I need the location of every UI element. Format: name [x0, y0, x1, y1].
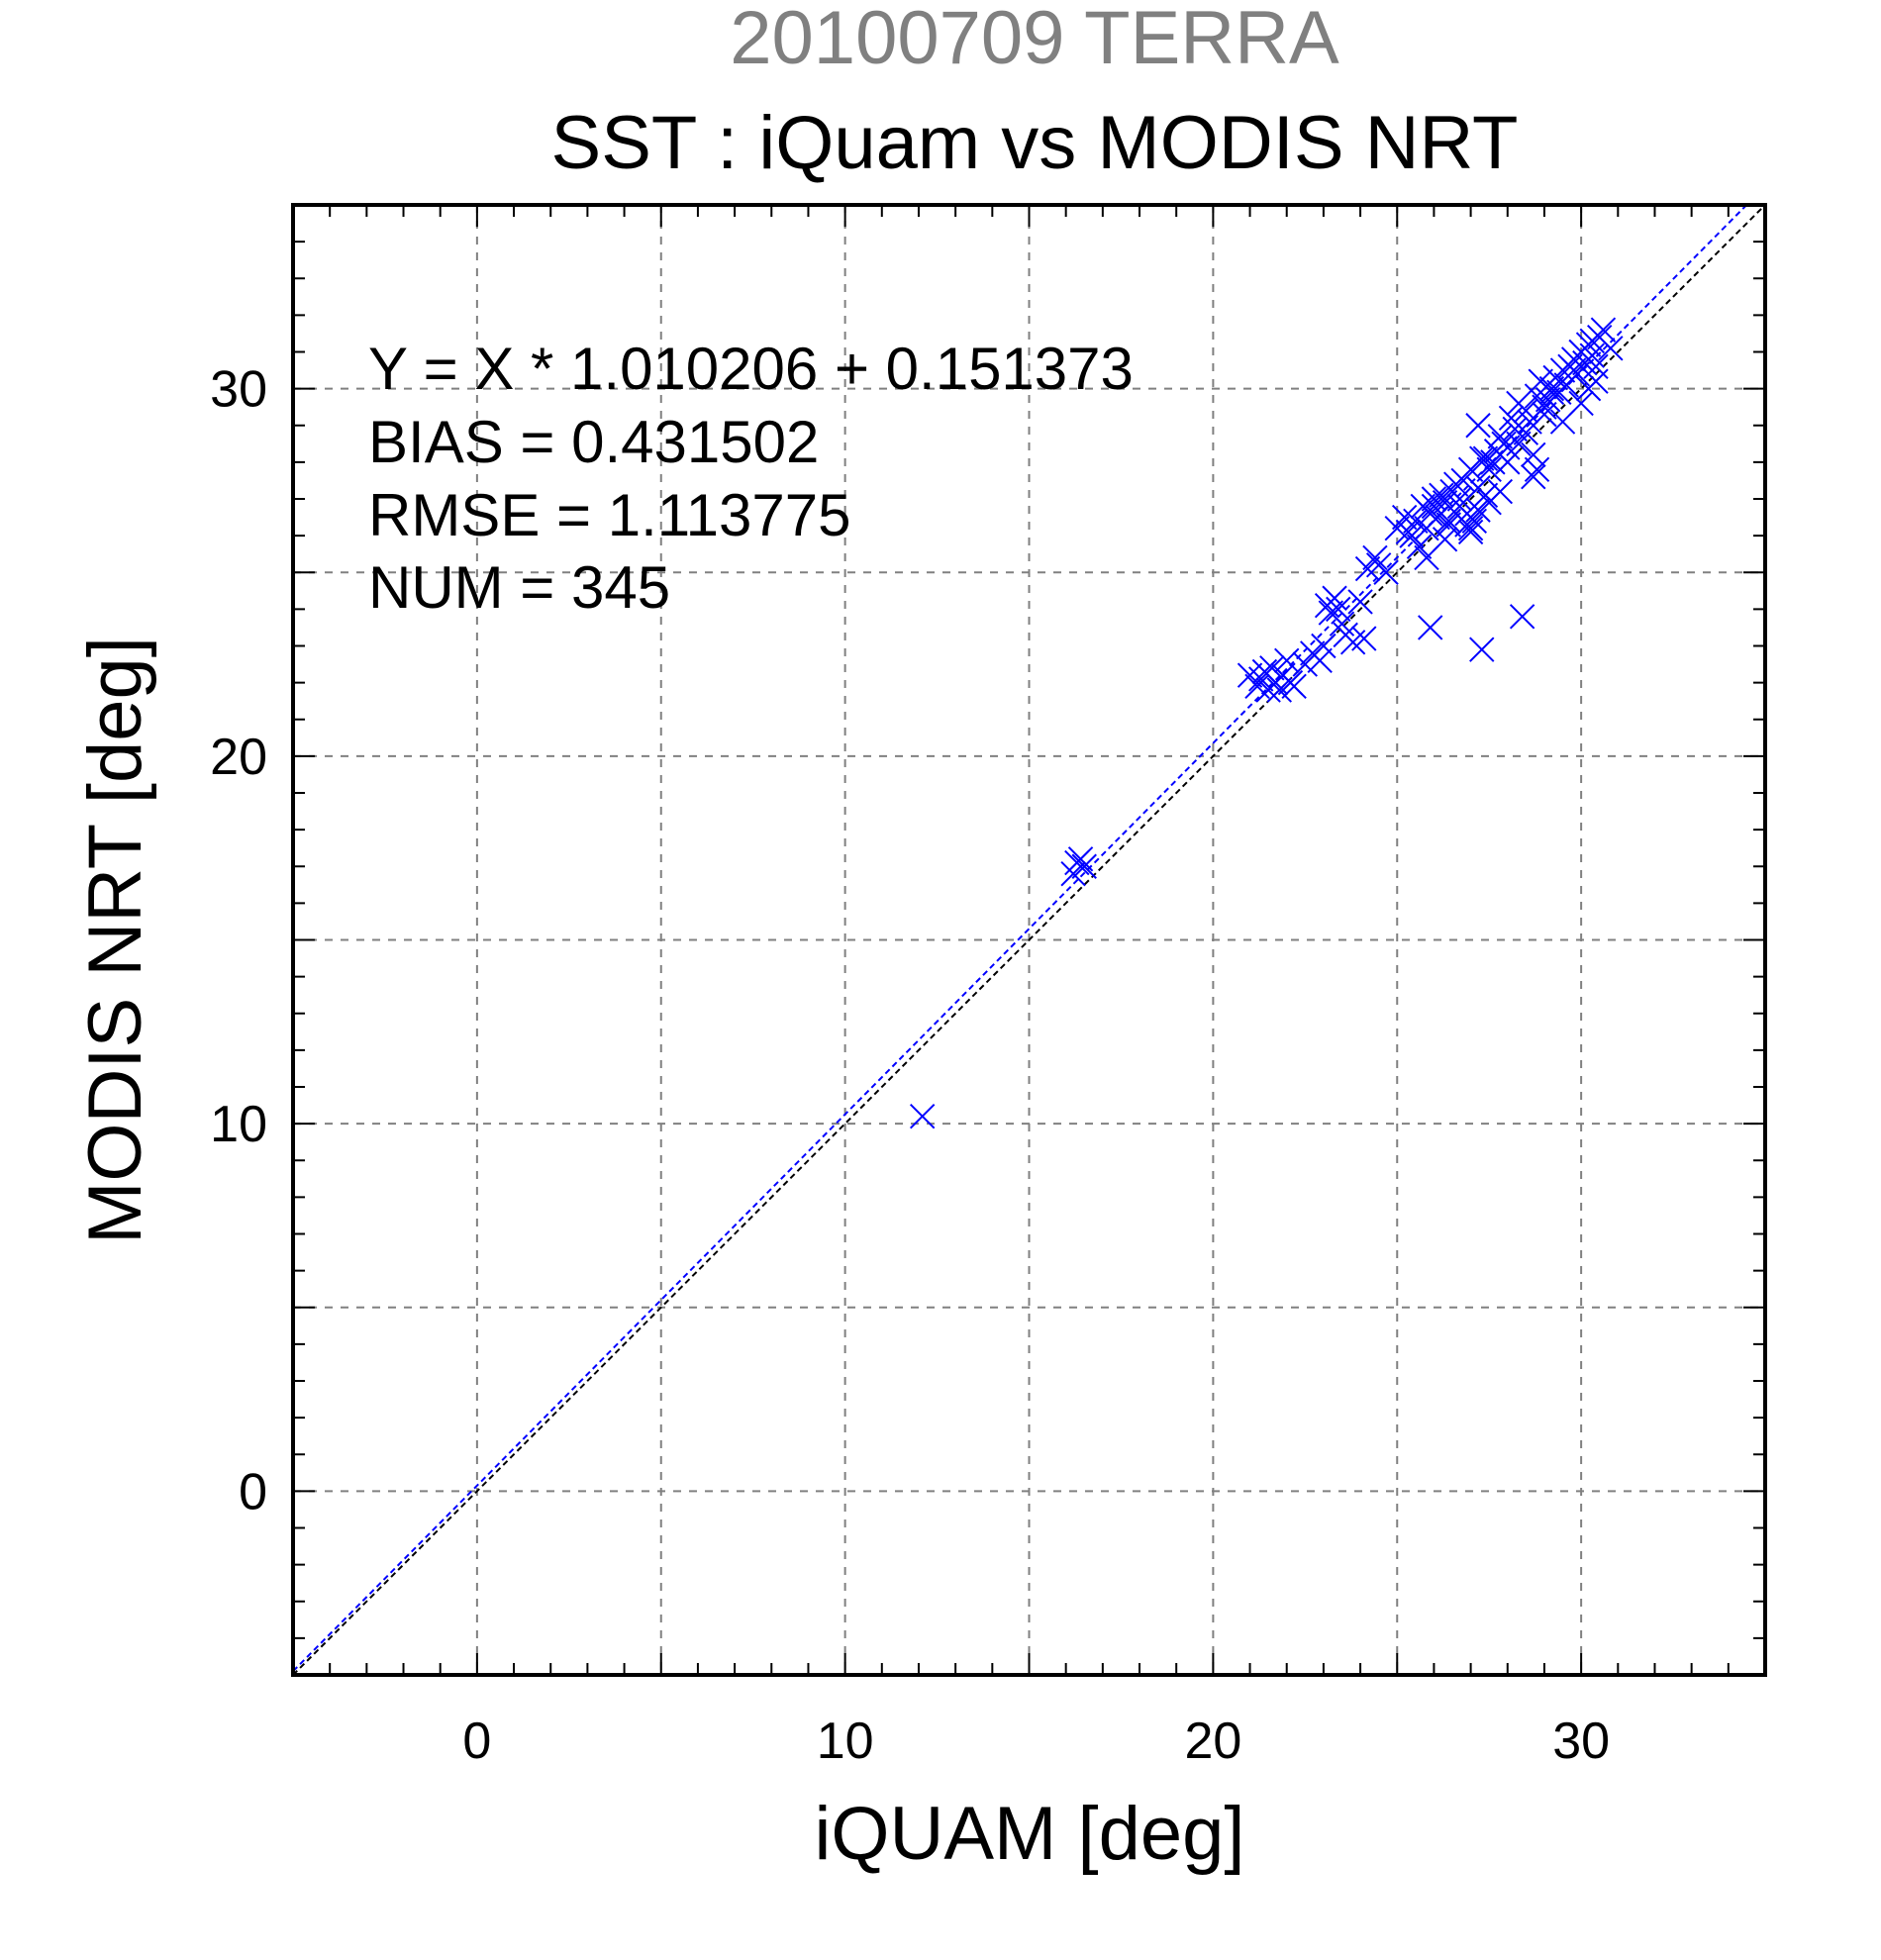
data-points [909, 317, 1624, 1129]
fit-equation: Y = X * 1.010206 + 0.151373 [368, 336, 1134, 402]
y-axis-label: MODIS NRT [deg] [73, 637, 157, 1244]
data-point [1373, 559, 1399, 585]
data-point [1472, 445, 1499, 471]
y-tick-labels: 0 10 20 30 [210, 361, 267, 1521]
data-point [1487, 424, 1514, 449]
data-point [1418, 501, 1443, 527]
data-point [1465, 497, 1491, 523]
count-value: NUM = 345 [368, 554, 670, 621]
data-point [1598, 336, 1624, 361]
rmse-value: RMSE = 1.113775 [368, 482, 851, 548]
data-point [1362, 544, 1388, 571]
data-point [1521, 441, 1546, 468]
y-tick-label: 30 [210, 361, 267, 419]
data-point [1524, 456, 1550, 483]
data-point [1266, 677, 1292, 703]
data-point [1071, 853, 1097, 879]
data-point [1418, 615, 1443, 640]
data-point [1436, 512, 1462, 538]
data-point [909, 1103, 936, 1129]
data-point [1509, 604, 1535, 630]
one-to-one-line [293, 205, 1765, 1675]
x-axis-label: iQUAM [deg] [814, 1792, 1244, 1876]
data-point [1281, 673, 1307, 700]
data-point [1513, 420, 1539, 445]
data-point [1067, 846, 1094, 872]
grid-lines [293, 205, 1765, 1675]
data-point [1403, 508, 1429, 534]
data-point [1406, 534, 1433, 559]
x-tick-labels: 0 10 20 30 [462, 1713, 1610, 1770]
y-tick-label: 10 [210, 1096, 267, 1153]
data-point [1432, 527, 1458, 552]
data-point [1307, 647, 1333, 674]
y-tick-label: 0 [239, 1463, 267, 1520]
data-point [1583, 368, 1609, 394]
y-tick-label: 20 [210, 729, 267, 786]
data-point [1446, 486, 1473, 512]
data-point [1538, 379, 1565, 406]
data-point [1560, 357, 1587, 383]
data-point [1326, 596, 1351, 623]
data-point [1259, 655, 1285, 681]
data-point [1521, 464, 1546, 490]
data-point [1568, 390, 1594, 417]
data-point [1495, 449, 1521, 475]
x-tick-label: 10 [817, 1713, 874, 1770]
data-point [1311, 633, 1336, 659]
data-point [1579, 328, 1605, 354]
chart-supertitle: 20100709 TERRA [730, 0, 1339, 80]
data-point [1472, 482, 1499, 508]
bias-value: BIAS = 0.431502 [368, 409, 819, 475]
data-point [1465, 413, 1491, 439]
x-tick-label: 0 [462, 1713, 491, 1770]
data-point [1487, 478, 1514, 505]
data-point [1399, 523, 1425, 548]
data-point [1347, 589, 1373, 615]
plot-frame [291, 203, 1767, 1677]
data-point [1454, 512, 1480, 538]
data-point [1457, 519, 1484, 545]
data-point [1421, 493, 1447, 520]
data-point [1351, 626, 1377, 651]
stats-box: Y = X * 1.010206 + 0.151373 BIAS = 0.431… [368, 336, 1134, 621]
data-point [1469, 637, 1495, 662]
x-tick-label: 20 [1184, 1713, 1241, 1770]
data-point [1506, 431, 1532, 457]
chart-title: SST : iQuam vs MODIS NRT [551, 101, 1519, 185]
x-tick-label: 30 [1552, 1713, 1610, 1770]
